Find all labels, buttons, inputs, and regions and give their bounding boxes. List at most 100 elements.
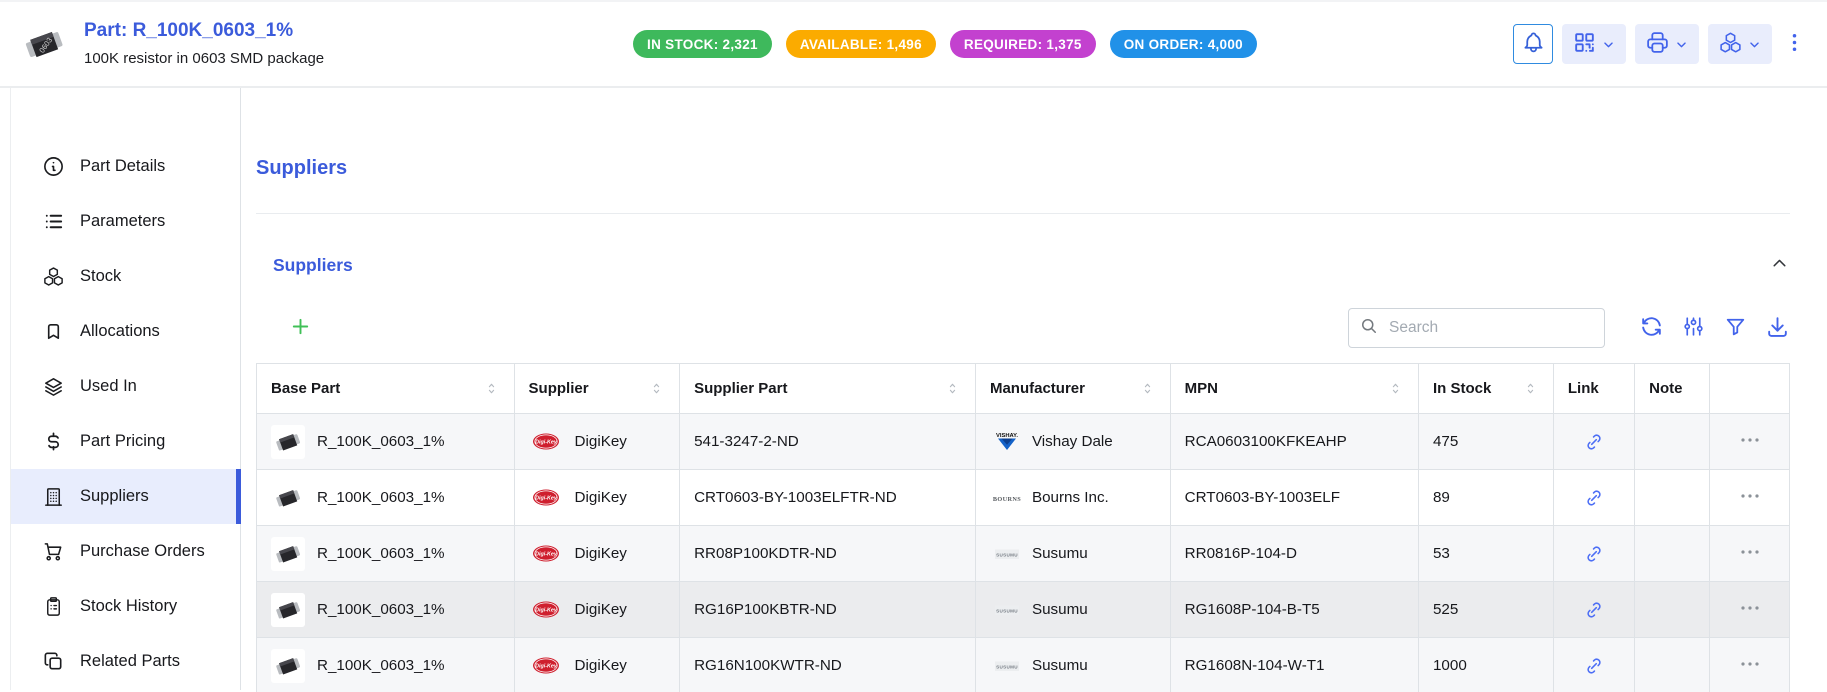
- digikey-logo: Digi-Key: [529, 544, 563, 563]
- manufacturer-name[interactable]: Susumu: [1031, 545, 1088, 562]
- sidebar-item-label: Part Details: [80, 157, 166, 175]
- part-thumbnail-image[interactable]: [271, 536, 305, 571]
- sidebar-item-allocations[interactable]: Allocations: [11, 304, 240, 359]
- notifications-button[interactable]: [1513, 24, 1553, 64]
- part-thumbnail-image[interactable]: [271, 592, 305, 627]
- link-icon[interactable]: [1568, 543, 1620, 565]
- note-cell: [1634, 469, 1711, 526]
- stock-badges: IN STOCK: 2,321 AVAILABLE: 1,496 REQUIRED:…: [633, 30, 1257, 58]
- sidebar-item-label: Related Parts: [80, 652, 180, 670]
- mpn-value[interactable]: RR0816P-104-D: [1184, 545, 1297, 562]
- search-input[interactable]: [1387, 318, 1594, 338]
- base-part-name[interactable]: R_100K_0603_1%: [317, 657, 445, 674]
- supplier-name[interactable]: DigiKey: [574, 601, 627, 618]
- sidebar-item-suppliers[interactable]: Suppliers: [11, 469, 241, 524]
- mpn-value[interactable]: RG1608N-104-W-T1: [1184, 657, 1325, 674]
- supplier-name[interactable]: DigiKey: [574, 545, 627, 562]
- more-options-button[interactable]: [1781, 24, 1807, 64]
- download-button[interactable]: [1765, 314, 1790, 342]
- sidebar-item-purchase-orders[interactable]: Purchase Orders: [11, 524, 240, 579]
- link-icon[interactable]: [1568, 487, 1620, 509]
- refresh-button[interactable]: [1639, 314, 1664, 342]
- part-thumbnail-image[interactable]: [271, 480, 305, 515]
- link-icon[interactable]: [1568, 655, 1620, 677]
- link-icon[interactable]: [1568, 599, 1620, 621]
- supplier-name[interactable]: DigiKey: [574, 433, 627, 450]
- sort-icon[interactable]: [944, 380, 961, 397]
- svg-text:VISHAY.: VISHAY.: [996, 433, 1018, 439]
- sidebar-item-used-in[interactable]: Used In: [11, 359, 240, 414]
- part-thumbnail-image[interactable]: [271, 648, 305, 683]
- supplier-part-number[interactable]: CRT0603-BY-1003ELFTR-ND: [694, 489, 897, 506]
- part-thumbnail-image[interactable]: 0603: [20, 20, 68, 68]
- table-row[interactable]: R_100K_0603_1% Digi-Key DigiKey CRT0603-…: [256, 469, 1790, 526]
- sidebar-item-label: Stock: [80, 267, 122, 285]
- sidebar-item-related-parts[interactable]: Related Parts: [11, 634, 240, 689]
- adjustments-icon: [1681, 314, 1706, 342]
- column-header-base_part[interactable]: Base Part: [256, 363, 515, 414]
- sidebar-item-stock-history[interactable]: Stock History: [11, 579, 240, 634]
- sort-icon[interactable]: [648, 380, 665, 397]
- susumu-logo: SUSUMU: [990, 659, 1024, 673]
- base-part-name[interactable]: R_100K_0603_1%: [317, 433, 445, 450]
- supplier-name[interactable]: DigiKey: [574, 489, 627, 506]
- column-header-manufacturer[interactable]: Manufacturer: [974, 363, 1171, 414]
- filter-button[interactable]: [1723, 314, 1748, 342]
- mpn-value[interactable]: CRT0603-BY-1003ELF: [1184, 489, 1340, 506]
- table-row[interactable]: R_100K_0603_1% Digi-Key DigiKey 541-3247…: [256, 413, 1790, 470]
- supplier-part-number[interactable]: RG16N100KWTR-ND: [694, 657, 842, 674]
- stock-actions-button[interactable]: [1708, 24, 1772, 64]
- in-stock-value: 1000: [1432, 657, 1467, 674]
- row-actions-button[interactable]: [1738, 596, 1762, 623]
- sidebar-item-label: Suppliers: [80, 487, 149, 505]
- supplier-part-number[interactable]: RR08P100KDTR-ND: [694, 545, 837, 562]
- mpn-value[interactable]: RCA0603100KFKEAHP: [1184, 433, 1347, 450]
- table-row[interactable]: R_100K_0603_1% Digi-Key DigiKey RR08P100…: [256, 525, 1790, 582]
- copy-icon: [42, 650, 65, 673]
- suppliers-panel-title: Suppliers: [273, 254, 353, 275]
- manufacturer-name[interactable]: Vishay Dale: [1031, 433, 1113, 450]
- part-thumbnail-image[interactable]: [271, 424, 305, 459]
- collapse-panel-button[interactable]: [1769, 253, 1790, 277]
- barcode-actions-button[interactable]: [1562, 24, 1626, 64]
- base-part-name[interactable]: R_100K_0603_1%: [317, 489, 445, 506]
- note-cell: [1634, 525, 1711, 582]
- supplier-name[interactable]: DigiKey: [574, 657, 627, 674]
- row-actions-button[interactable]: [1738, 428, 1762, 455]
- sidebar-item-parameters[interactable]: Parameters: [11, 194, 240, 249]
- sidebar-item-part-details[interactable]: Part Details: [11, 139, 240, 194]
- base-part-name[interactable]: R_100K_0603_1%: [317, 545, 445, 562]
- supplier-part-number[interactable]: RG16P100KBTR-ND: [694, 601, 837, 618]
- table-row[interactable]: R_100K_0603_1% Digi-Key DigiKey RG16P100…: [256, 581, 1790, 638]
- sort-icon[interactable]: [1139, 380, 1156, 397]
- print-actions-button[interactable]: [1635, 24, 1699, 64]
- add-supplier-part-button[interactable]: [289, 315, 312, 341]
- table-row[interactable]: R_100K_0603_1% Digi-Key DigiKey RG16N100…: [256, 637, 1790, 692]
- link-icon[interactable]: [1568, 431, 1620, 453]
- manufacturer-name[interactable]: Bourns Inc.: [1031, 489, 1109, 506]
- supplier-part-number[interactable]: 541-3247-2-ND: [694, 433, 799, 450]
- list-icon: [42, 210, 65, 233]
- sort-icon[interactable]: [483, 380, 500, 397]
- mpn-value[interactable]: RG1608P-104-B-T5: [1184, 601, 1320, 618]
- manufacturer-name[interactable]: Susumu: [1031, 657, 1088, 674]
- row-actions-button[interactable]: [1738, 652, 1762, 679]
- svg-text:Digi-Key: Digi-Key: [535, 496, 558, 502]
- sidebar-item-part-pricing[interactable]: Part Pricing: [11, 414, 240, 469]
- column-header-in_stock[interactable]: In Stock: [1417, 363, 1554, 414]
- base-part-name[interactable]: R_100K_0603_1%: [317, 601, 445, 618]
- manufacturer-name[interactable]: Susumu: [1031, 601, 1088, 618]
- row-actions-button[interactable]: [1738, 484, 1762, 511]
- column-header-mpn[interactable]: MPN: [1169, 363, 1419, 414]
- column-header-supplier_part[interactable]: Supplier Part: [679, 363, 976, 414]
- sidebar-item-stock[interactable]: Stock: [11, 249, 240, 304]
- badge-on-order: ON ORDER: 4,000: [1109, 30, 1257, 58]
- sort-icon[interactable]: [1522, 380, 1539, 397]
- column-header-supplier[interactable]: Supplier: [513, 363, 681, 414]
- row-actions-button[interactable]: [1738, 540, 1762, 567]
- chevron-down-icon: [1600, 36, 1617, 53]
- digikey-logo: Digi-Key: [529, 432, 563, 451]
- sort-icon[interactable]: [1387, 380, 1404, 397]
- dots-vertical-icon: [1782, 30, 1807, 58]
- table-settings-button[interactable]: [1681, 314, 1706, 342]
